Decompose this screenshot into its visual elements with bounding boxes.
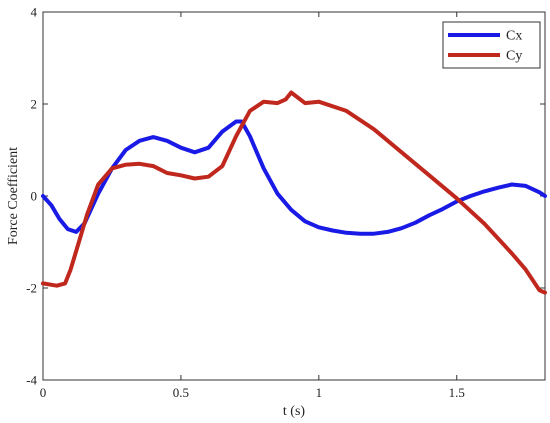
y-axis-label: Force Coefficient (6, 147, 21, 245)
y-tick-label: 2 (31, 97, 38, 112)
legend-box (442, 21, 541, 69)
x-tick-label: 0.5 (173, 385, 189, 400)
legend: Cx Cy (442, 21, 541, 69)
series-line-cy (41, 90, 547, 295)
legend-label-cy: Cy (506, 49, 522, 64)
y-tick-label: -2 (26, 281, 37, 296)
series-lines (41, 90, 547, 295)
axis-ticks: 0 0.5 1 1.5 -4 -2 0 2 4 (26, 5, 545, 400)
x-axis-label: t (s) (283, 404, 306, 419)
y-tick-label: 0 (31, 189, 38, 204)
plot-area (42, 11, 546, 381)
legend-label-cx: Cx (506, 29, 522, 44)
x-tick-label: 1 (316, 385, 323, 400)
y-tick-label: 4 (31, 5, 38, 20)
x-tick-label: 0 (40, 385, 47, 400)
y-tick-label: -4 (26, 373, 37, 388)
x-tick-label: 1.5 (449, 385, 465, 400)
